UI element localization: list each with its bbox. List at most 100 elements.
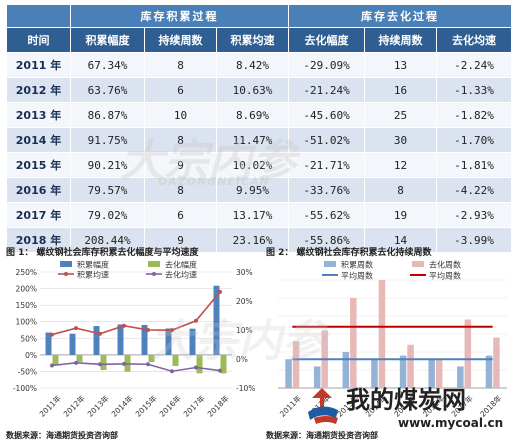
x-tick-label: 2011年 xyxy=(37,393,63,419)
table-header-row: 时间 积累幅度 持续周数 积累均速 去化幅度 持续周数 去化均速 xyxy=(6,27,513,53)
deacc-speed-point xyxy=(98,362,102,367)
table-cell: -2.24% xyxy=(436,52,513,78)
deacc-weeks-bar xyxy=(292,341,300,388)
accum-bar xyxy=(213,285,220,355)
column-header: 持续周数 xyxy=(144,27,217,53)
deacc-weeks-bar xyxy=(493,337,500,388)
table-row: 2018 年 208.44% 9 23.16% -55.86% 14 -3.99% xyxy=(6,227,513,253)
accum-speed-point xyxy=(122,323,126,328)
table-row: 2017 年 79.02% 6 13.17% -55.62% 19 -2.93% xyxy=(6,202,513,228)
table-cell: 14 xyxy=(364,227,438,253)
table-cell: -33.76% xyxy=(288,177,366,203)
table-cell: -2.93% xyxy=(436,202,513,228)
legend-label: 积累均速 xyxy=(77,270,109,280)
group-header-accumulation: 库存积累过程 xyxy=(69,4,290,28)
deacc-bar xyxy=(100,354,107,370)
table-cell: -21.71% xyxy=(288,152,366,178)
accum-bar xyxy=(69,333,76,355)
x-tick-label: 2015年 xyxy=(133,393,159,419)
table-cell: -3.99% xyxy=(436,227,513,253)
table-cell: 79.02% xyxy=(70,202,145,228)
accum-bar xyxy=(117,324,124,355)
table-cell: 25 xyxy=(364,102,438,128)
accum-speed-point xyxy=(218,289,222,294)
site-url-text: www.mycoal.cn xyxy=(398,416,503,430)
table-cell: 91.75% xyxy=(70,127,145,153)
y2-tick-label: -10% xyxy=(236,384,255,393)
deacc-speed-point xyxy=(50,363,54,368)
accum-weeks-bar xyxy=(428,359,435,388)
table-cell: 19 xyxy=(364,202,438,228)
accum-speed-point xyxy=(98,331,102,336)
deacc-speed-point xyxy=(194,365,198,370)
y2-tick-label: 20% xyxy=(236,297,253,306)
year-cell: 2017 年 xyxy=(6,202,71,228)
table-cell: 6 xyxy=(144,202,217,228)
table-cell: 16 xyxy=(364,77,438,103)
accum-weeks-bar xyxy=(485,355,493,388)
table-cell: -55.62% xyxy=(288,202,366,228)
group-header-spacer xyxy=(6,4,71,28)
table-cell: -1.33% xyxy=(436,77,513,103)
deacc-weeks-bar xyxy=(407,344,414,388)
column-header: 持续周数 xyxy=(364,27,438,53)
figure2-source: 数据来源：海通期货投资咨询部 xyxy=(266,431,378,440)
accum-speed-point xyxy=(74,326,78,331)
accum-speed-point xyxy=(170,328,174,333)
legend-marker xyxy=(152,272,156,276)
table-cell: 86.87% xyxy=(70,102,145,128)
y-tick-label: 250% xyxy=(16,268,37,277)
table-cell: 23.16% xyxy=(215,227,290,253)
x-tick-label: 2013年 xyxy=(85,393,111,419)
deacc-weeks-bar xyxy=(464,319,472,388)
legend-swatch xyxy=(148,261,160,267)
group-header-destocking: 库存去化过程 xyxy=(288,4,513,28)
y-tick-label: 100% xyxy=(16,318,37,327)
deacc-weeks-bar xyxy=(350,298,357,388)
accum-speed-point xyxy=(50,332,54,337)
table-cell: 10.63% xyxy=(215,77,290,103)
year-cell: 2015 年 xyxy=(6,152,71,178)
deacc-weeks-bar xyxy=(378,280,386,388)
legend-label: 去化周数 xyxy=(429,260,461,270)
table-cell: -55.86% xyxy=(288,227,366,253)
deacc-bar xyxy=(52,354,59,365)
table-cell: 13.17% xyxy=(215,202,290,228)
table-cell: 30 xyxy=(364,127,438,153)
column-header: 积累均速 xyxy=(215,27,290,53)
table-cell: -45.60% xyxy=(288,102,366,128)
table-cell: 10 xyxy=(144,102,217,128)
figure1-source: 数据来源：海通期货投资咨询部 xyxy=(6,431,118,440)
accum-bar xyxy=(165,328,172,355)
table-row: 2013 年 86.87% 10 8.69% -45.60% 25 -1.82% xyxy=(6,102,513,128)
accum-weeks-bar xyxy=(399,355,407,388)
table-cell: 9 xyxy=(144,227,217,253)
y2-tick-label: 0% xyxy=(236,355,248,364)
legend-swatch xyxy=(412,261,424,267)
x-tick-label: 2018年 xyxy=(205,393,231,419)
site-cn-text: 我的煤炭网 xyxy=(346,386,466,414)
legend-label: 积累幅度 xyxy=(77,260,109,270)
deacc-bar xyxy=(220,354,227,374)
table-cell: -1.81% xyxy=(436,152,513,178)
y-tick-label: 200% xyxy=(16,285,37,294)
figure2-caption: 图 2： 螺纹钢社会库存积累去化持续周数 xyxy=(266,248,432,258)
table-cell: 8 xyxy=(144,127,217,153)
legend-marker xyxy=(64,272,68,276)
figure1-caption: 图 1： 螺纹钢社会库存积累去化幅度与平均速度 xyxy=(6,248,199,258)
legend-label: 去化均速 xyxy=(165,270,197,280)
accum-bar xyxy=(45,332,52,355)
accum-weeks-bar xyxy=(342,352,350,388)
accum-weeks-bar xyxy=(285,359,292,388)
legend-swatch xyxy=(60,261,72,267)
table-cell: 67.34% xyxy=(70,52,145,78)
accum-bar xyxy=(189,328,196,355)
x-tick-label: 2016年 xyxy=(157,393,183,419)
accum-bar xyxy=(141,324,148,355)
table-row: 2011 年 67.34% 8 8.42% -29.09% 13 -2.24% xyxy=(6,52,513,78)
deacc-speed-point xyxy=(146,362,150,367)
table-cell: 6 xyxy=(144,77,217,103)
table-cell: -1.82% xyxy=(436,102,513,128)
legend-label: 积累周数 xyxy=(341,260,373,270)
table-cell: 12 xyxy=(364,152,438,178)
